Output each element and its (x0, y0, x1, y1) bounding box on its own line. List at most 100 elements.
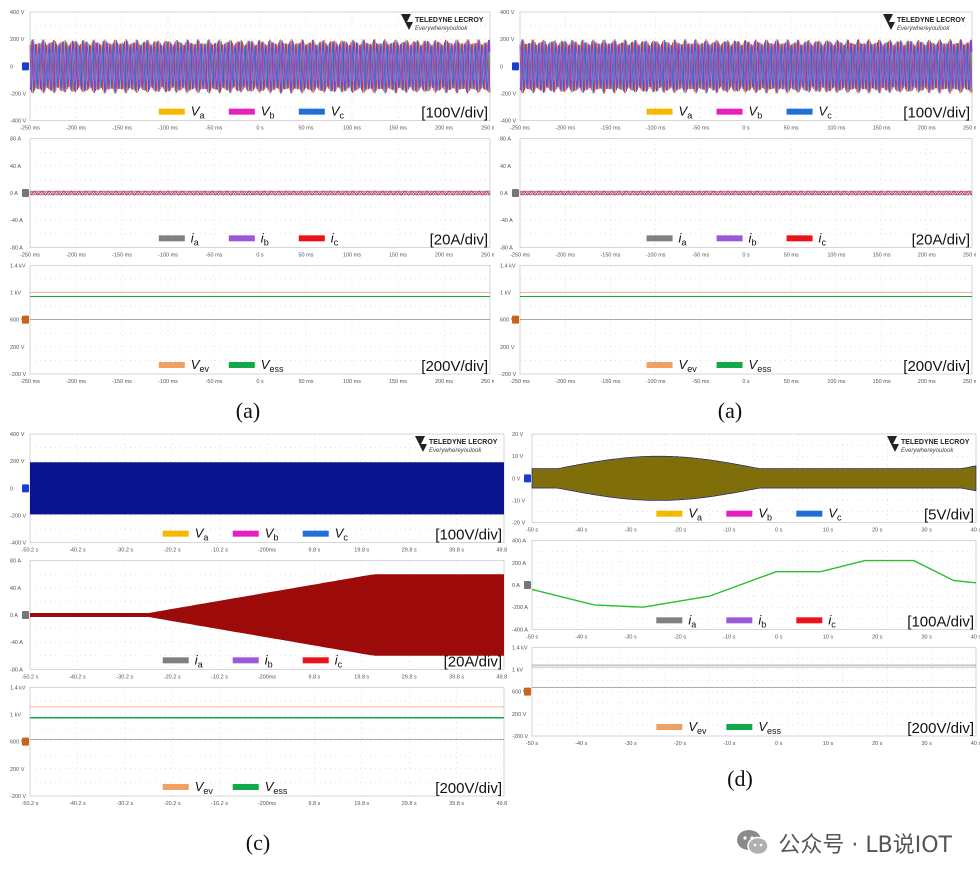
x-tick-label: 0 s (742, 379, 750, 385)
x-tick-label: 50 ms (299, 379, 314, 385)
legend-subscript: ess (273, 786, 288, 796)
legend-subscript: b (273, 533, 278, 543)
scale-label: [20A/div] (430, 231, 488, 248)
y-tick-label: 1.4 kV (512, 645, 528, 651)
legend-subscript: c (837, 513, 842, 523)
teledyne-logo: TELEDYNE LECROY Everywhereyoulook (415, 436, 498, 454)
x-tick-label: -250 ms (20, 379, 40, 385)
legend-subscript: c (343, 533, 348, 543)
x-tick-label: -50 ms (692, 252, 709, 258)
x-tick-label: -10.2 s (211, 674, 228, 680)
y-tick-label: -40 A (10, 640, 23, 646)
panel-current: 80 A 40 A 0 A -40 A -80 A-250 ms -200 ms -150 … (8, 134, 499, 262)
y-tick-label: 1.4 kV (10, 685, 26, 691)
traces (30, 706, 504, 740)
x-tick-label: 20 s (872, 741, 883, 747)
x-tick-label: 10 s (823, 634, 834, 640)
caption-a-left: (a) (235, 398, 261, 423)
legend-label-ia: ia (195, 652, 203, 669)
x-tick-label: -150 ms (600, 252, 620, 258)
x-tick-label: 49.8 s (497, 801, 508, 807)
teledyne-logo-icon (415, 436, 427, 452)
trace-ic-envelope (30, 574, 504, 656)
x-tick-label: -150 ms (112, 379, 132, 385)
x-tick-label: 150 ms (873, 126, 891, 132)
y-tick-label: 200 A (512, 561, 526, 567)
legend-label-ic: ic (331, 230, 339, 247)
brand-name: TELEDYNE LECROY (897, 17, 966, 24)
x-tick-label: 39.8 s (449, 548, 464, 554)
x-tick-label: -50.2 s (22, 548, 39, 554)
x-tick-label: -50 s (526, 741, 538, 747)
y-tick-label: -80 A (10, 245, 23, 251)
x-tick-label: 30 s (921, 634, 932, 640)
teledyne-logo-icon (401, 14, 413, 30)
legend-swatch-ib (232, 657, 259, 664)
x-tick-label: -200ms (258, 674, 277, 680)
x-tick-label: 250 ms (481, 379, 494, 385)
y-tick-label: -200 V (10, 794, 27, 800)
teledyne-logo-icon (887, 436, 899, 452)
x-tick-label: 200 ms (435, 126, 453, 132)
legend-label-ic: ic (819, 230, 827, 247)
traces (532, 664, 976, 688)
x-tick-label: -150 ms (600, 379, 620, 385)
legend-subscript: b (767, 513, 772, 523)
x-tick-label: -10 s (723, 634, 735, 640)
legend-label-ib: ib (265, 652, 273, 669)
channel-marker (524, 581, 531, 589)
x-tick-label: 150 ms (389, 126, 407, 132)
legend-swatch-Va (646, 108, 673, 115)
y-tick-label: 1 kV (512, 668, 523, 674)
x-tick-label: 200 ms (918, 379, 936, 385)
x-tick-label: -250 ms (20, 126, 40, 132)
y-tick-label: 0 (10, 486, 13, 492)
traces (531, 559, 977, 608)
brand-tagline: Everywhereyoulook (429, 448, 482, 454)
x-tick-label: -30 s (625, 528, 637, 534)
x-tick-label: -200 ms (555, 379, 575, 385)
y-tick-label: 20 V (512, 432, 524, 438)
scale-label: [100V/div] (421, 105, 488, 122)
x-tick-label: -20.2 s (164, 674, 181, 680)
x-tick-label: -20 s (674, 741, 686, 747)
traces (531, 455, 977, 501)
legend-swatch-Vc (298, 108, 325, 115)
x-tick-label: -10.2 s (211, 801, 228, 807)
x-tick-label: -50.2 s (22, 801, 39, 807)
traces (30, 462, 504, 515)
caption-c: (c) (245, 830, 271, 855)
x-tick-label: 200 ms (435, 252, 453, 258)
y-tick-label: 400 V (10, 10, 25, 16)
x-tick-label: -50 s (526, 634, 538, 640)
legend-label-ia: ia (679, 230, 687, 247)
legend-subscript: c (827, 111, 832, 121)
y-tick-label: -80 A (10, 667, 23, 673)
legend-swatch-Vev (158, 362, 185, 368)
y-tick-label: -400 V (500, 119, 517, 125)
legend-current: ia ib ic [20A/div] (162, 652, 502, 670)
legend-label-ib: ib (749, 230, 757, 247)
x-tick-label: 200 ms (918, 126, 936, 132)
x-tick-label: 9.8 s (308, 548, 320, 554)
x-tick-label: -50 ms (206, 252, 223, 258)
y-tick-label: 600 V (512, 690, 527, 696)
legend-subscript: a (691, 619, 696, 629)
legend-subscript: b (757, 111, 762, 121)
x-tick-label: 250 ms (963, 126, 976, 132)
x-tick-label: -50 ms (692, 126, 709, 132)
caption-d: (d) (727, 766, 753, 791)
x-tick-label: -50 ms (206, 379, 223, 385)
legend-swatch-Vev (656, 724, 683, 730)
legend-swatch-Va (158, 108, 185, 115)
trace-Vc (29, 39, 491, 94)
scale-label: [20A/div] (444, 653, 502, 670)
panel-voltage: 20 V 10 V 0 V -10 V -20 V-50 s -40 s -30 s -20 … (510, 430, 980, 537)
x-tick-label: 0 s (256, 126, 264, 132)
legend-swatch-Vc (786, 108, 813, 115)
trace-Vb (29, 39, 491, 94)
x-tick-label: 0 s (742, 252, 750, 258)
